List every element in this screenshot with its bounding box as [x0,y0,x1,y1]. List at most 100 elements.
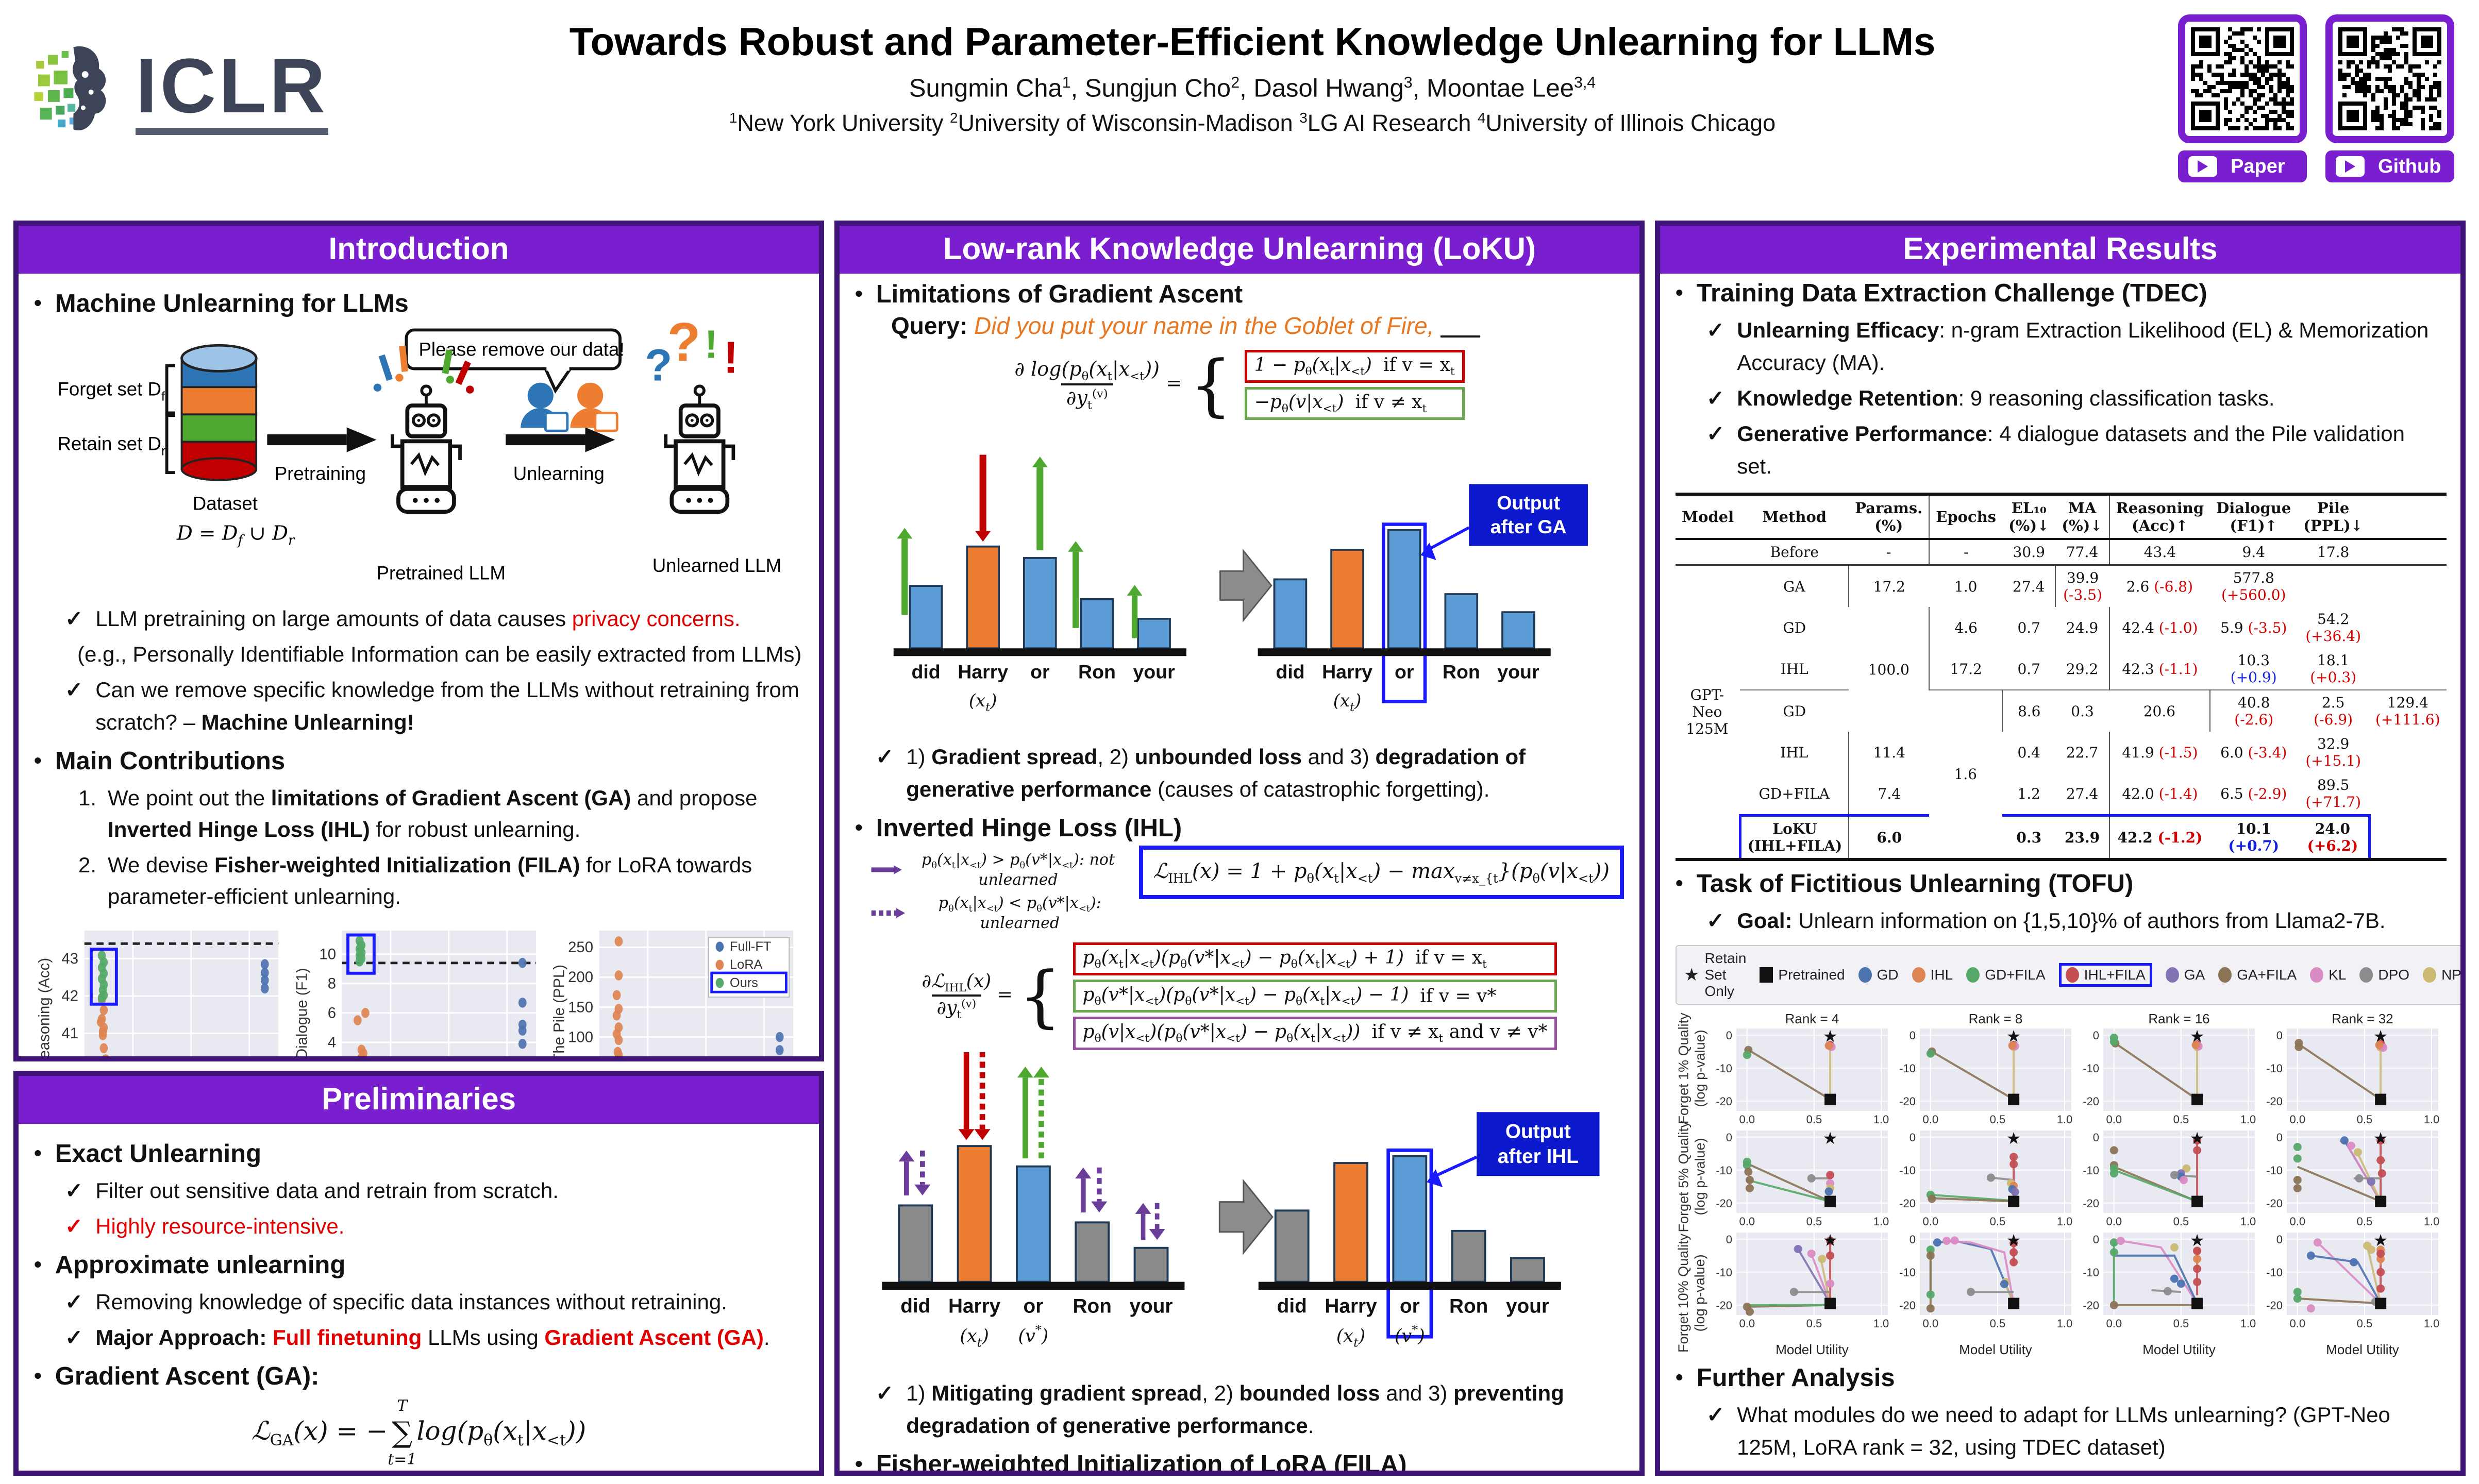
tofu-heading: Task of Fictitious Unlearning (TOFU) [1696,870,2134,898]
table-row: LoKU (IHL+FILA) 6.0 0.3 23.9 42.2 (-1.2) 10.1… [1676,814,2447,861]
github-button[interactable]: Github [2325,150,2454,182]
exact-unlearning-checks: ✓ Filter out sensitive data and retrain f… [34,1171,803,1245]
github-button-label: Github [2378,155,2441,177]
table-row: IHL 11.4 0.4 22.7 41.9 (-1.5) 6.0 (-3.4) 32.9 … [1676,732,2447,773]
svg-text:150: 150 [568,999,593,1016]
introduction-panel: Introduction • Machine Unlearning for LLM… [13,221,824,1061]
svg-text:-20: -20 [2266,1197,2283,1210]
svg-text:Ours: Ours [730,975,758,990]
play-icon [2336,156,2365,177]
svg-text:0: 0 [1909,1233,1916,1246]
svg-text:or: or [1400,1295,1420,1317]
svg-text:250: 250 [568,939,593,956]
tofu-subplot: Rank = 4 0 -10 -20 0.0 0.5 1.0 ★ [1716,1011,1889,1125]
unlearned-robot-icon: ? ? ! ! [645,321,739,514]
svg-text:or: or [1030,661,1050,682]
table-header: MA (%)↓ [2062,499,2103,534]
svg-text:Rank = 32: Rank = 32 [2332,1011,2393,1026]
results-header: Experimental Results [1660,226,2460,274]
svg-text:★: ★ [1823,1129,1838,1148]
tofu-subplot: Rank = 16 0 -10 -20 0.0 0.5 1.0 ★ [2083,1011,2256,1125]
svg-text:your: your [1130,1295,1173,1317]
svg-text:-10: -10 [2083,1266,2099,1279]
svg-text:1.0: 1.0 [2057,1215,2073,1227]
github-qr-code[interactable] [2338,27,2441,130]
svg-text:Model Utility: Model Utility [2142,1342,2216,1357]
tofu-plot-grid: Forget 1% Quality (log p-value) Rank = 4 0… [1676,1011,2445,1358]
table-row: GPT-Neo 125M GA 17.2 1.0 27.4 39.9 (-3.5) 2.6 … [1676,565,2447,737]
svg-text:0.0: 0.0 [1739,1113,1755,1125]
tofu-subplot: 0 -10 -20 0.0 0.5 1.0 ★ [1716,1129,1889,1227]
svg-text:0: 0 [2093,1131,2099,1144]
svg-text:★: ★ [2190,1027,2205,1045]
left-column: Introduction • Machine Unlearning for LLM… [13,221,824,1476]
unlearned-llm-label: Unlearned LLM [652,555,781,576]
svg-text:0: 0 [2093,1029,2099,1042]
further-analysis-question: What modules do we need to adapt for LLM… [1737,1403,2390,1459]
svg-text:after GA: after GA [1490,516,1567,537]
legend-item-gd-fila: GD+FILA [1966,967,2046,983]
dataset-eq: D = Df ∪ Dr [176,521,295,548]
check-item: ✓ Highly resource-intensive. [65,1214,345,1238]
gradient-ascent-heading: Gradient Ascent (GA): [55,1362,320,1390]
svg-text:-10: -10 [2083,1062,2099,1075]
github-qr-frame [2325,14,2454,143]
svg-text:(v*): (v*) [1018,1322,1049,1346]
ga-limitations-text: 1) Gradient spread, 2) unbounded loss an… [906,745,1526,801]
table-header: Params. (%) [1855,499,1923,534]
svg-text:!: ! [705,322,718,366]
svg-text:your: your [1497,661,1539,682]
table-header: Pile (PPL)↓ [2303,499,2364,534]
legend-item-npo: NPO [2423,967,2460,983]
svg-text:your: your [1506,1295,1549,1317]
svg-text:1.0: 1.0 [1873,1317,1889,1330]
svg-text:-10: -10 [1899,1266,1916,1279]
svg-text:(xt): (xt) [1333,690,1362,714]
tofu-subplot: Rank = 32 0 -10 -20 0.0 0.5 1.0 ★ [2266,1011,2439,1125]
svg-text:0.0: 0.0 [1739,1317,1755,1330]
svg-text:0.0: 0.0 [1739,1215,1755,1227]
tofu-subplot: 0 -10 -20 0.0 0.5 1.0 ★ [2083,1129,2256,1227]
tdec-table: Model Method Params. (%) Epochs EL₁₀ (%)↓ MA … [1676,493,2447,861]
svg-text:-10: -10 [2266,1062,2283,1075]
svg-text:1.0: 1.0 [2424,1215,2440,1227]
check-item: ✓ Generative Performance: 4 dialogue data… [1706,421,2405,478]
check-item: (e.g., Personally Identifiable Informati… [77,642,802,666]
svg-text:-20: -20 [1716,1095,1732,1108]
table-header: Method [1762,508,1827,526]
speech-text: Please remove our data! [419,339,625,360]
poster-title: Towards Robust and Parameter-Efficient K… [569,20,1936,64]
svg-text:★: ★ [2190,1231,2205,1250]
check-item: ✓ Knowledge Retention: 9 reasoning classi… [1706,386,2275,410]
legend-item-gd: GD [1858,967,1899,983]
pretrained-llm-label: Pretrained LLM [377,562,506,583]
svg-text:1.0: 1.0 [2240,1215,2256,1227]
svg-text:did: did [1276,661,1304,682]
paper-button[interactable]: Paper [2178,150,2307,182]
table-header: Reasoning (Acc)↑ [2108,494,2210,539]
svg-text:?: ? [667,321,701,373]
legend-item-retain-set-only: ★ Retain Set Only [1684,950,1747,999]
preliminaries-panel: Preliminaries • Exact Unlearning ✓ Filter … [13,1071,824,1476]
svg-text:0: 0 [1909,1029,1916,1042]
tofu-subplot: 0 -10 -20 0.0 0.5 1.0 ★ Model Utility [1899,1231,2073,1357]
svg-text:(v*): (v*) [1395,1322,1425,1346]
paper-qr-code[interactable] [2191,27,2294,130]
pretrained-robot-icon [373,345,474,514]
dialogue-scatter-chart: 24681010³10⁶10⁹Dialogue (F1)Unlearning C… [293,930,536,1056]
svg-text:200: 200 [568,969,593,986]
arrow-legend-item: pθ(xt|x<t) < pθ(v*|x<t): unlearned [870,894,1127,932]
authors: Sungmin Cha1, Sungjun Cho2, Dasol Hwang3… [909,74,1596,103]
introduction-header: Introduction [19,226,819,274]
ihl-block: pθ(xt|x<t) > pθ(v*|x<t): not unlearned pθ… [870,846,1624,937]
tdec-checks: ✓ Unlearning Efficacy: n-gram Extraction … [1676,311,2445,485]
svg-text:1.0: 1.0 [2057,1317,2073,1330]
svg-text:Reasoning (Acc): Reasoning (Acc) [36,957,53,1061]
svg-text:0.5: 0.5 [1806,1317,1822,1330]
svg-text:Model Utility: Model Utility [1959,1342,2032,1357]
machine-unlearning-heading: Machine Unlearning for LLMs [55,290,409,317]
check-item: ✓ Unlearning Efficacy: n-gram Extraction … [1706,318,2429,375]
svg-text:0: 0 [1726,1233,1732,1246]
iclr-wordmark: ICLR [136,45,328,135]
